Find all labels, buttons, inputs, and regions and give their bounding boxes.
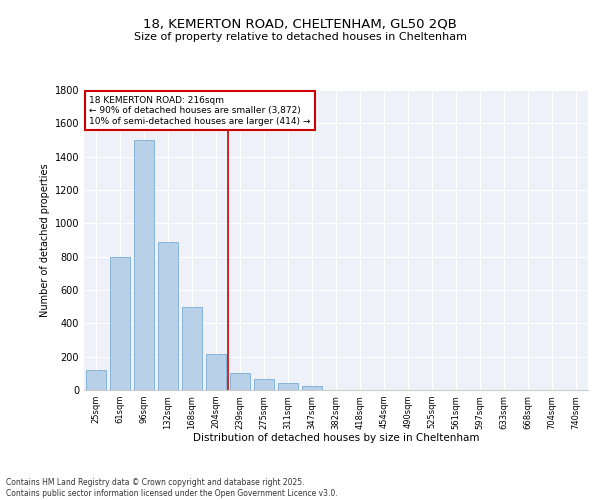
X-axis label: Distribution of detached houses by size in Cheltenham: Distribution of detached houses by size … — [193, 433, 479, 443]
Bar — [278, 384, 298, 390]
Bar — [110, 256, 130, 390]
Y-axis label: Number of detached properties: Number of detached properties — [40, 163, 50, 317]
Bar — [158, 242, 178, 390]
Bar — [206, 354, 226, 390]
Text: Size of property relative to detached houses in Cheltenham: Size of property relative to detached ho… — [133, 32, 467, 42]
Bar — [302, 386, 322, 390]
Bar — [134, 140, 154, 390]
Bar — [182, 306, 202, 390]
Text: 18 KEMERTON ROAD: 216sqm
← 90% of detached houses are smaller (3,872)
10% of sem: 18 KEMERTON ROAD: 216sqm ← 90% of detach… — [89, 96, 310, 126]
Text: 18, KEMERTON ROAD, CHELTENHAM, GL50 2QB: 18, KEMERTON ROAD, CHELTENHAM, GL50 2QB — [143, 18, 457, 30]
Bar — [86, 370, 106, 390]
Bar — [254, 379, 274, 390]
Bar — [230, 372, 250, 390]
Text: Contains HM Land Registry data © Crown copyright and database right 2025.
Contai: Contains HM Land Registry data © Crown c… — [6, 478, 338, 498]
